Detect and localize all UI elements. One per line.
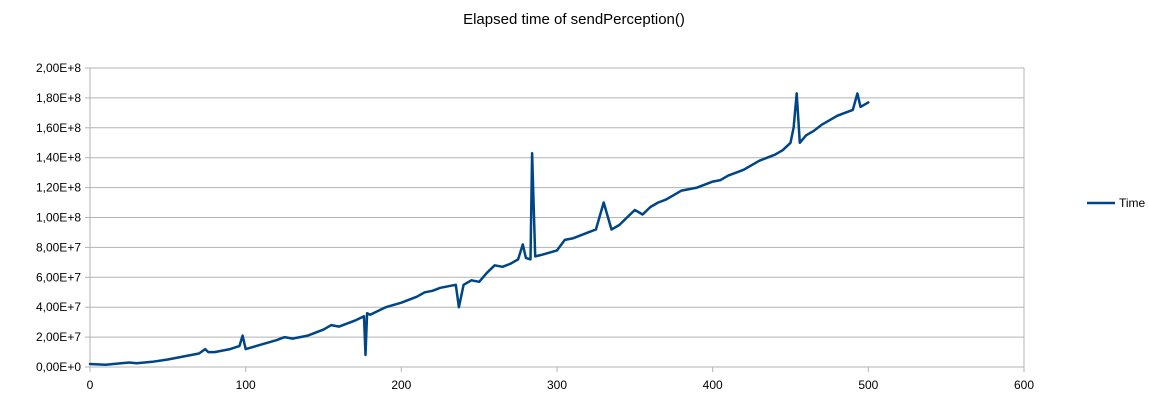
y-tick-label: 1,80E+8 <box>36 91 81 105</box>
y-tick-label: 0,00E+0 <box>36 360 81 374</box>
y-tick-label: 8,00E+7 <box>36 240 81 254</box>
series-line-time <box>88 92 870 367</box>
y-tick-label: 4,00E+7 <box>36 300 81 314</box>
y-tick-label: 1,40E+8 <box>36 151 81 165</box>
y-tick-label: 1,20E+8 <box>36 181 81 195</box>
chart-title: Elapsed time of sendPerception() <box>463 11 685 28</box>
x-tick-label: 0 <box>87 378 94 392</box>
y-tick-label: 1,60E+8 <box>36 121 81 135</box>
legend: Time <box>1087 196 1146 210</box>
y-axis-ticks: 0,00E+0 2,00E+7 4,00E+7 6,00E+7 8,00E+7 1,00E… <box>36 61 90 374</box>
x-tick-label: 400 <box>703 378 723 392</box>
legend-label: Time <box>1119 196 1146 210</box>
x-tick-label: 500 <box>858 378 878 392</box>
x-tick-label: 100 <box>236 378 256 392</box>
y-tick-label: 2,00E+7 <box>36 330 81 344</box>
x-tick-label: 200 <box>391 378 411 392</box>
y-tick-label: 1,00E+8 <box>36 211 81 225</box>
y-tick-label: 6,00E+7 <box>36 270 81 284</box>
y-tick-label: 2,00E+8 <box>36 61 81 75</box>
x-tick-label: 600 <box>1014 378 1034 392</box>
x-tick-label: 300 <box>547 378 567 392</box>
series-lines <box>88 92 870 367</box>
gridlines <box>90 67 1024 368</box>
x-axis-ticks: 0 100 200 300 400 500 600 <box>87 367 1034 392</box>
